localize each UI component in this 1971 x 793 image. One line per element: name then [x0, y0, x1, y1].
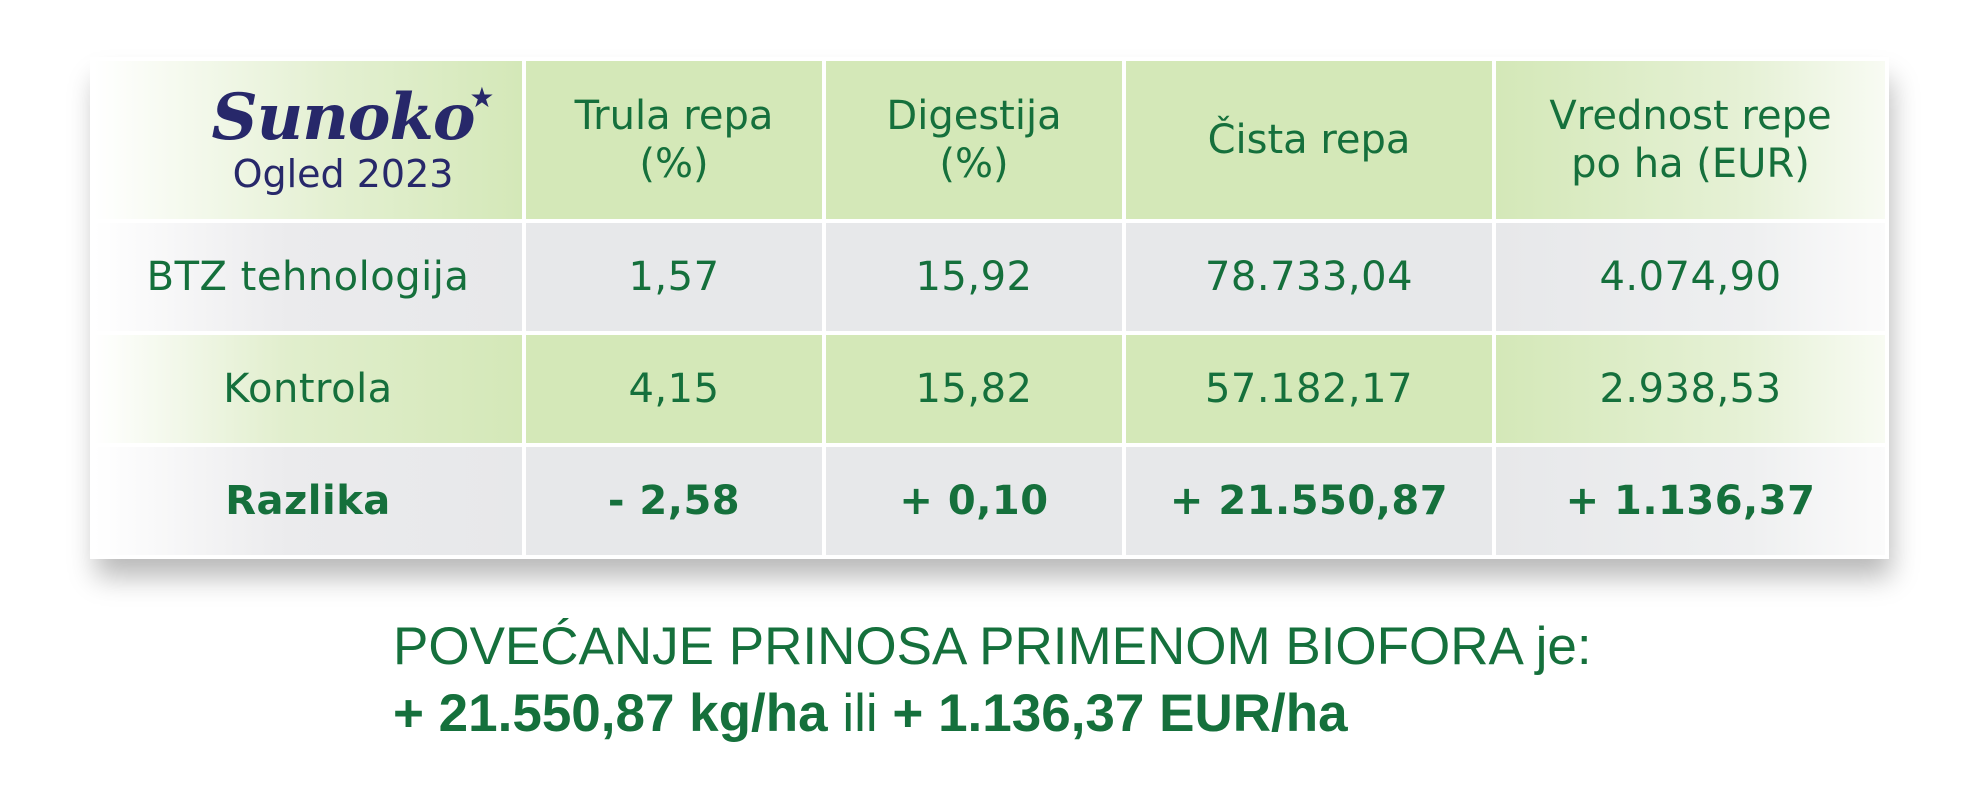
table-cell: 15,82 — [822, 331, 1126, 447]
column-header: Trula repa (%) — [522, 57, 826, 223]
results-table-card: Sunoko ★ Ogled 2023 Trula repa (%) Diges… — [90, 57, 1889, 559]
column-header: Čista repa — [1122, 57, 1496, 223]
cell-value: 4,15 — [628, 366, 720, 412]
logo-cell: Sunoko ★ Ogled 2023 — [90, 57, 526, 223]
sunoko-logo: Sunoko ★ Ogled 2023 — [211, 80, 495, 196]
row-label: Kontrola — [223, 366, 393, 412]
cell-value: 78.733,04 — [1204, 254, 1414, 300]
column-header-line2: (%) — [939, 141, 1009, 187]
summary-statement: POVEĆANJE PRINOSA PRIMENOM BIOFORA je: +… — [393, 615, 1592, 749]
row-label-cell: BTZ tehnologija — [90, 219, 526, 335]
table-cell: 78.733,04 — [1122, 219, 1496, 335]
cell-value: - 2,58 — [607, 478, 741, 524]
yield-increase: + 21.550,87 kg/ha — [393, 684, 828, 743]
cell-value: 15,92 — [915, 254, 1033, 300]
summary-figures: + 21.550,87 kg/ha ili + 1.136,37 EUR/ha — [393, 679, 1592, 749]
table-cell: + 21.550,87 — [1122, 443, 1496, 559]
column-header-line1: Vrednost repe — [1549, 93, 1832, 139]
table-cell: 57.182,17 — [1122, 331, 1496, 447]
table-cell: - 2,58 — [522, 443, 826, 559]
brand-name: Sunoko — [211, 80, 476, 155]
column-header: Digestija (%) — [822, 57, 1126, 223]
table-row-kontrola: Kontrola 4,15 15,82 57.182,17 2.938,53 — [90, 331, 1889, 447]
table-cell: + 0,10 — [822, 443, 1126, 559]
column-header-line1: Digestija — [886, 93, 1062, 139]
row-label-cell: Kontrola — [90, 331, 526, 447]
cell-value: + 1.136,37 — [1565, 478, 1816, 524]
star-icon: ★ — [469, 81, 495, 114]
row-label: Razlika — [225, 478, 391, 524]
summary-connector: ili — [827, 684, 893, 743]
table-cell: 4,15 — [522, 331, 826, 447]
table-cell: 15,92 — [822, 219, 1126, 335]
column-header-line1: Trula repa — [574, 93, 774, 139]
row-label-cell: Razlika — [90, 443, 526, 559]
table-cell: 4.074,90 — [1492, 219, 1889, 335]
value-increase: + 1.136,37 EUR/ha — [892, 684, 1348, 743]
table-cell: + 1.136,37 — [1492, 443, 1889, 559]
table-cell: 1,57 — [522, 219, 826, 335]
cell-value: + 21.550,87 — [1169, 478, 1449, 524]
column-header: Vrednost repe po ha (EUR) — [1492, 57, 1889, 223]
row-label: BTZ tehnologija — [146, 254, 470, 300]
trial-subtitle: Ogled 2023 — [232, 152, 454, 196]
cell-value: 4.074,90 — [1599, 254, 1782, 300]
cell-value: 1,57 — [628, 254, 720, 300]
summary-heading: POVEĆANJE PRINOSA PRIMENOM BIOFORA je: — [393, 617, 1592, 676]
table-row-btz: BTZ tehnologija 1,57 15,92 78.733,04 4.0… — [90, 219, 1889, 335]
column-header-line1: Čista repa — [1207, 117, 1411, 163]
table-row-razlika: Razlika - 2,58 + 0,10 + 21.550,87 + 1.13… — [90, 443, 1889, 559]
column-header-line2: (%) — [639, 141, 709, 187]
table-header-row: Sunoko ★ Ogled 2023 Trula repa (%) Diges… — [90, 57, 1889, 223]
column-header-line2: po ha (EUR) — [1571, 141, 1810, 187]
cell-value: 57.182,17 — [1204, 366, 1414, 412]
table-cell: 2.938,53 — [1492, 331, 1889, 447]
cell-value: 15,82 — [915, 366, 1033, 412]
cell-value: 2.938,53 — [1599, 366, 1782, 412]
cell-value: + 0,10 — [899, 478, 1049, 524]
results-table: Sunoko ★ Ogled 2023 Trula repa (%) Diges… — [90, 57, 1889, 559]
